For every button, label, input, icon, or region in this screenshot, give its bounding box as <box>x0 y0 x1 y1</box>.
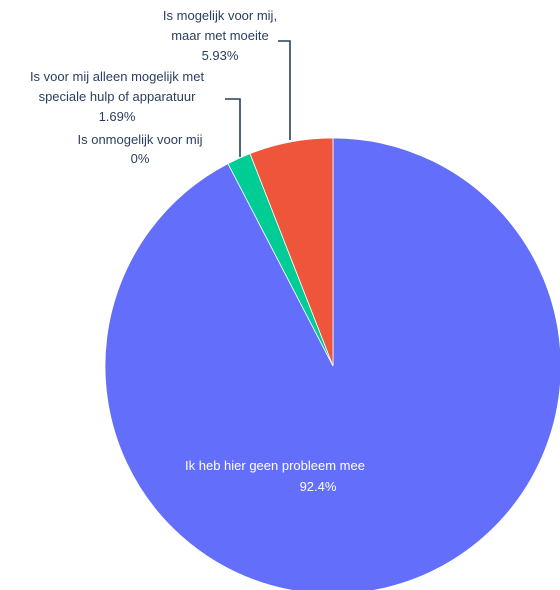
slice-label-ik-heb-hier-geen-probleem-mee: Ik heb hier geen probleem mee <box>185 458 365 473</box>
pie-slice-is-mogelijk-voor-mij-maar-met-moeite[interactable] <box>249 137 334 367</box>
slice-label-is-mogelijk-voor-mij-maar-met-moeite: Is mogelijk voor mij, <box>163 8 277 23</box>
pie-slices <box>104 137 560 590</box>
slice-value-label-is-mogelijk-voor-mij-maar-met-moeite: 5.93% <box>202 48 239 63</box>
slice-label-is-mogelijk-voor-mij-maar-met-moeite: maar met moeite <box>171 28 269 43</box>
leader-lines <box>225 40 291 157</box>
slice-label-is-voor-mij-alleen-mogelijk-met-speciale-hulp-of-apparatuur: speciale hulp of apparatuur <box>39 89 197 104</box>
slice-value-label-is-voor-mij-alleen-mogelijk-met-speciale-hulp-of-apparatuur: 1.69% <box>99 109 136 124</box>
slice-value-label-ik-heb-hier-geen-probleem-mee: 92.4% <box>300 479 337 494</box>
slice-label-is-voor-mij-alleen-mogelijk-met-speciale-hulp-of-apparatuur: Is voor mij alleen mogelijk met <box>30 69 205 84</box>
slice-value-label-is-onmogelijk-voor-mij: 0% <box>131 151 150 166</box>
pie-slice-ik-heb-hier-geen-probleem-mee[interactable] <box>104 137 560 590</box>
leader-line-is-mogelijk-voor-mij-maar-met-moeite <box>278 40 291 140</box>
slice-labels: Ik heb hier geen probleem mee 92.4% Is onm… <box>30 8 365 494</box>
leader-line-is-voor-mij-alleen-mogelijk-met-speciale-hulp-of-apparatuur <box>225 98 241 157</box>
slice-label-is-onmogelijk-voor-mij: Is onmogelijk voor mij <box>78 132 203 147</box>
